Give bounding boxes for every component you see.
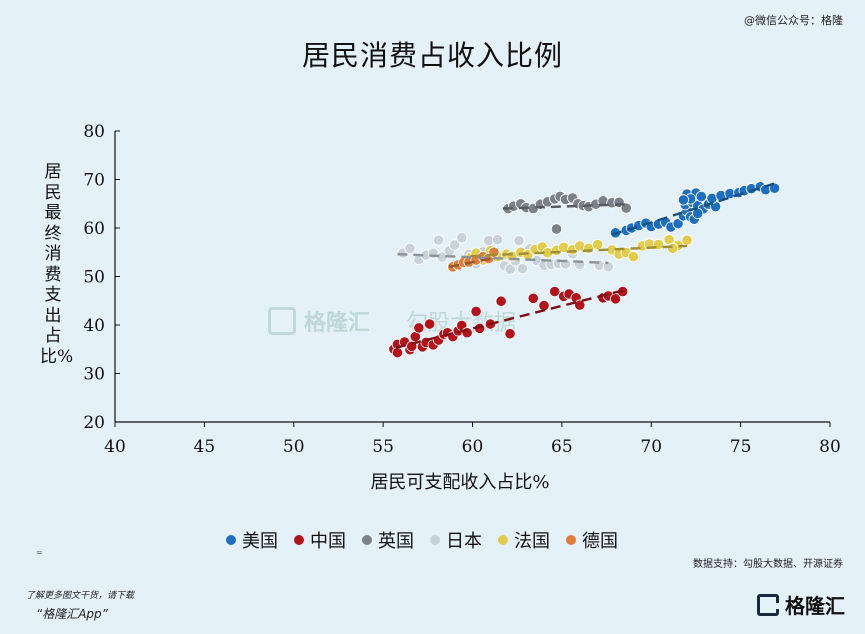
data-point-日本 xyxy=(504,263,516,275)
legend-label: 美国 xyxy=(242,531,278,552)
data-point-日本 xyxy=(513,235,525,247)
legend-label: 中国 xyxy=(310,531,346,552)
x-tick-label: 40 xyxy=(104,437,126,457)
data-point-日本 xyxy=(516,263,529,275)
brand-g-icon xyxy=(757,593,779,616)
data-point-中国 xyxy=(391,347,404,359)
legend-item: 英国 xyxy=(362,527,414,553)
data-point-法国 xyxy=(627,251,639,263)
legend: 美国 中国 英国 日本 法国 德国 xyxy=(226,527,618,553)
legend-marker xyxy=(566,535,576,545)
y-tick-label: 40 xyxy=(83,316,105,336)
data-point-中国 xyxy=(413,322,425,334)
data-point-中国 xyxy=(504,328,516,340)
data-point-日本 xyxy=(491,234,504,246)
trend-line-中国 xyxy=(395,288,625,349)
data-point-中国 xyxy=(423,318,436,330)
y-tick-label: 80 xyxy=(83,122,105,142)
brand-name: 格隆汇 xyxy=(785,594,845,618)
x-tick-label: 55 xyxy=(372,437,394,457)
y-tick-label: 60 xyxy=(83,219,105,239)
x-tick-label: 75 xyxy=(730,437,752,457)
legend-marker xyxy=(294,535,304,545)
x-tick-label: 50 xyxy=(283,437,305,457)
legend-item: 美国 xyxy=(226,527,278,553)
legend-label: 法国 xyxy=(514,531,550,552)
x-tick-label: 80 xyxy=(819,437,841,457)
trend-line-英国 xyxy=(502,203,629,210)
data-point-中国 xyxy=(470,305,482,318)
data-point-日本 xyxy=(449,239,461,251)
watermark-top-text: @微信公众号：格隆 xyxy=(744,14,843,27)
watermark-logo: 格隆汇 勾股大数据 xyxy=(268,305,516,337)
legend-label: 日本 xyxy=(446,531,482,552)
chart-title: 居民消费占收入比例 xyxy=(301,39,563,72)
x-tick-label: 45 xyxy=(194,437,216,457)
legend-marker xyxy=(226,535,236,545)
x-axis-label: 居民可支配收入占比% xyxy=(370,472,550,493)
legend-label: 德国 xyxy=(582,531,618,552)
legend-item: 中国 xyxy=(294,527,346,553)
data-point-法国 xyxy=(592,238,604,251)
legend-marker xyxy=(498,535,508,545)
data-point-美国 xyxy=(695,190,707,203)
trend-line-日本 xyxy=(397,252,609,265)
trend-line-德国 xyxy=(449,256,495,268)
footer-app-name: “格隆汇App” xyxy=(36,607,108,621)
legend-label: 英国 xyxy=(378,531,414,552)
y-tick-label: 30 xyxy=(83,365,105,385)
data-point-中国 xyxy=(549,285,561,298)
data-point-法国 xyxy=(667,242,679,254)
x-tick-label: 60 xyxy=(462,437,484,457)
y-tick-label: 50 xyxy=(83,268,105,288)
y-tick-label: 20 xyxy=(83,413,105,433)
data-point-英国 xyxy=(550,223,563,235)
legend-marker xyxy=(362,535,372,545)
data-point-日本 xyxy=(432,234,445,246)
data-point-中国 xyxy=(527,292,539,304)
x-tick-label: 70 xyxy=(640,437,662,457)
data-point-中国 xyxy=(609,293,622,305)
legend-marker xyxy=(430,535,440,545)
data-point-中国 xyxy=(495,295,507,307)
data-point-日本 xyxy=(602,261,614,273)
x-tick-label: 65 xyxy=(551,437,573,457)
data-point-日本 xyxy=(456,232,468,244)
trend-line-美国 xyxy=(611,181,777,236)
legend-item: 德国 xyxy=(566,527,618,553)
data-point-法国 xyxy=(681,234,693,246)
y-axis-label: 居民最终消费支出占比% xyxy=(40,162,74,367)
data-point-美国 xyxy=(677,194,690,206)
watermark-g-icon xyxy=(268,307,296,335)
data-source: 数据支持：勾股大数据、开源证券 xyxy=(693,559,843,570)
brand-logo: 格隆汇 xyxy=(757,590,845,619)
data-point-日本 xyxy=(404,242,416,254)
data-point-中国 xyxy=(574,299,586,311)
footer-download-hint: 了解更多图文干货，请下载 xyxy=(26,591,135,601)
watermark-logo-text: 格隆汇 xyxy=(304,311,371,336)
legend-item: 法国 xyxy=(498,527,550,553)
small-mark: = xyxy=(36,548,43,557)
data-point-美国 xyxy=(768,182,781,194)
legend-item: 日本 xyxy=(430,527,482,553)
trend-line-法国 xyxy=(470,244,688,258)
y-tick-label: 70 xyxy=(83,171,105,191)
data-point-美国 xyxy=(672,218,684,230)
